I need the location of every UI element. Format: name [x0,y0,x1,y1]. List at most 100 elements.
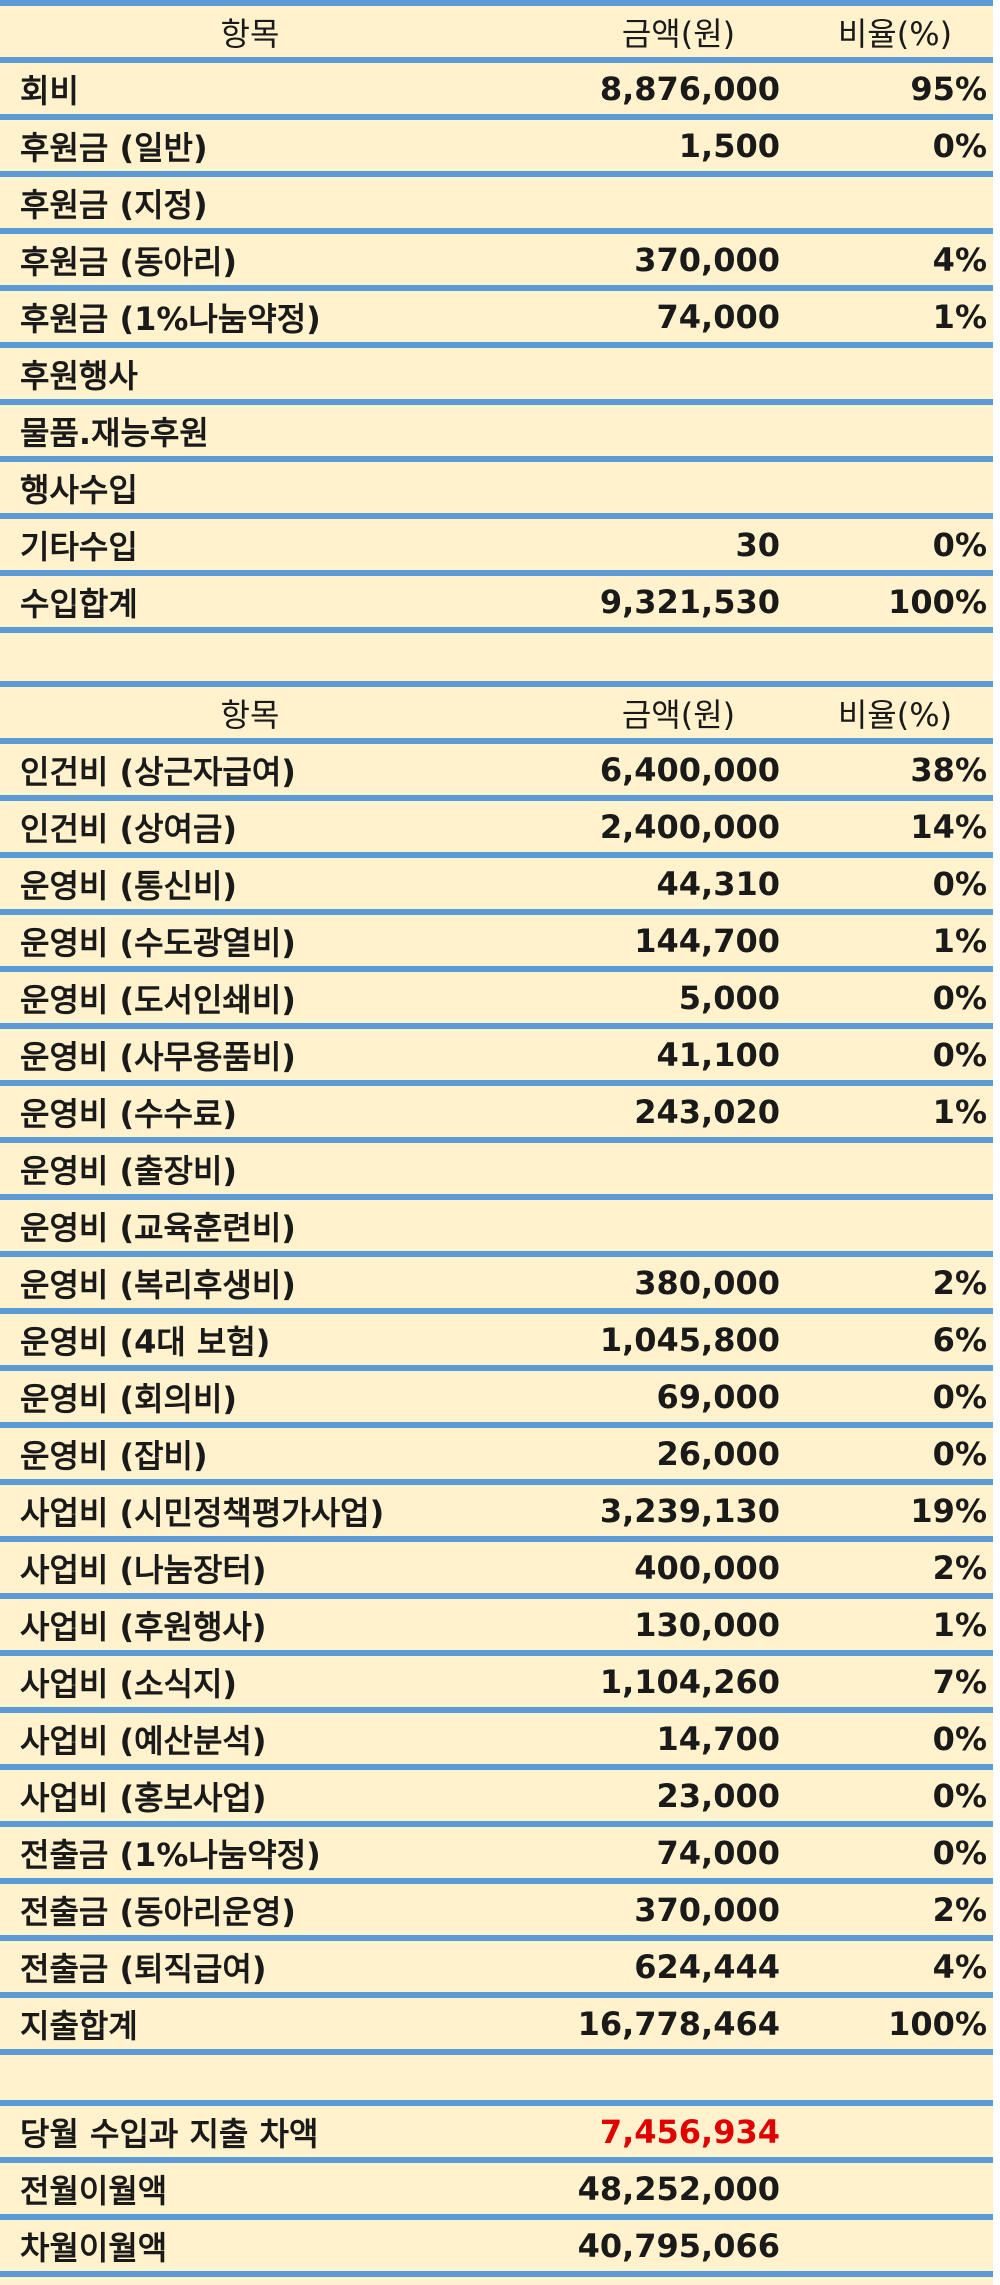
ratio-cell: 4% [797,1938,993,1998]
amount-cell: 74,000 [500,1824,797,1884]
amount-cell [500,174,797,234]
ratio-cell: 0% [797,969,993,1029]
expense-row: 운영비 (출장비) [0,1140,993,1200]
item-cell: 운영비 (출장비) [0,1140,500,1200]
item-cell: 지출합계 [0,1995,500,2055]
expense-row: 운영비 (4대 보험) 1,045,800 6% [0,1311,993,1371]
income-row: 행사수입 [0,459,993,519]
amount-cell: 380,000 [500,1254,797,1314]
amount-cell: 40,795,066 [500,2217,797,2277]
item-cell: 전출금 (1%나눔약정) [0,1824,500,1884]
expense-row: 운영비 (도서인쇄비) 5,000 0% [0,969,993,1029]
amount-cell [500,1197,797,1257]
ratio-cell: 0% [797,855,993,915]
ratio-cell: 100% [797,1995,993,2055]
ratio-cell [797,2160,993,2220]
ratio-cell: 0% [797,117,993,177]
item-cell: 행사수입 [0,459,500,519]
amount-cell: 30 [500,516,797,576]
expense-row: 사업비 (후원행사) 130,000 1% [0,1596,993,1656]
expense-row: 운영비 (수도광열비) 144,700 1% [0,912,993,972]
expense-header-row: 항목 금액(원) 비율(%) [0,681,993,744]
ratio-cell: 0% [797,1425,993,1485]
item-cell: 사업비 (예산분석) [0,1710,500,1770]
item-cell: 운영비 (사무용품비) [0,1026,500,1086]
expense-row: 인건비 (상근자급여) 6,400,000 38% [0,741,993,801]
ratio-cell: 7% [797,1653,993,1713]
expense-row: 전출금 (동아리운영) 370,000 2% [0,1881,993,1941]
item-cell: 수입합계 [0,573,500,633]
ratio-cell: 4% [797,231,993,291]
item-cell: 사업비 (소식지) [0,1653,500,1713]
expense-row: 전출금 (1%나눔약정) 74,000 0% [0,1824,993,1884]
ratio-cell: 0% [797,516,993,576]
expense-row: 사업비 (홍보사업) 23,000 0% [0,1767,993,1827]
ratio-cell: 0% [797,1824,993,1884]
item-cell: 운영비 (도서인쇄비) [0,969,500,1029]
ratio-cell: 38% [797,741,993,801]
expense-row: 사업비 (나눔장터) 400,000 2% [0,1539,993,1599]
item-cell: 전월이월액 [0,2160,500,2220]
item-cell: 인건비 (상근자급여) [0,741,500,801]
item-cell: 기타수입 [0,516,500,576]
item-cell: 사업비 (후원행사) [0,1596,500,1656]
amount-cell: 16,778,464 [500,1995,797,2055]
balance-table: 당월 수입과 지출 차액 7,456,934 전월이월액 48,252,000 차월이월… [0,2100,993,2277]
ratio-cell: 0% [797,1368,993,1428]
amount-cell: 7,456,934 [500,2100,797,2163]
amount-cell: 130,000 [500,1596,797,1656]
ratio-cell [797,402,993,462]
income-row: 후원금 (동아리) 370,000 4% [0,231,993,291]
item-cell: 후원금 (1%나눔약정) [0,288,500,348]
amount-cell: 5,000 [500,969,797,1029]
expense-row: 지출합계 16,778,464 100% [0,1995,993,2055]
amount-cell: 9,321,530 [500,573,797,633]
item-cell: 운영비 (수도광열비) [0,912,500,972]
ratio-cell: 100% [797,573,993,633]
amount-cell: 3,239,130 [500,1482,797,1542]
income-row: 후원행사 [0,345,993,405]
amount-cell: 69,000 [500,1368,797,1428]
balance-row: 차월이월액 40,795,066 [0,2217,993,2277]
header-item-cell: 항목 [0,681,500,744]
header-ratio-cell: 비율(%) [797,0,993,63]
amount-cell: 6,400,000 [500,741,797,801]
amount-cell: 41,100 [500,1026,797,1086]
ratio-cell [797,345,993,405]
amount-cell: 400,000 [500,1539,797,1599]
income-row: 수입합계 9,321,530 100% [0,573,993,633]
balance-row: 전월이월액 48,252,000 [0,2160,993,2220]
ratio-cell: 14% [797,798,993,858]
amount-cell: 624,444 [500,1938,797,1998]
income-header-row: 항목 금액(원) 비율(%) [0,0,993,63]
item-cell: 사업비 (시민정책평가사업) [0,1482,500,1542]
expense-row: 운영비 (통신비) 44,310 0% [0,855,993,915]
item-cell: 후원금 (일반) [0,117,500,177]
amount-cell [500,402,797,462]
header-item-cell: 항목 [0,0,500,63]
item-cell: 전출금 (동아리운영) [0,1881,500,1941]
item-cell: 운영비 (통신비) [0,855,500,915]
ratio-cell: 1% [797,1083,993,1143]
expense-row: 인건비 (상여금) 2,400,000 14% [0,798,993,858]
expense-row: 운영비 (수수료) 243,020 1% [0,1083,993,1143]
header-amount-cell: 금액(원) [500,0,797,63]
amount-cell: 44,310 [500,855,797,915]
item-cell: 운영비 (잡비) [0,1425,500,1485]
ratio-cell [797,2100,993,2163]
ratio-cell: 0% [797,1767,993,1827]
income-table: 항목 금액(원) 비율(%) 회비 8,876,000 95% 후원금 (일반) 1,500 0… [0,0,993,633]
expense-row: 운영비 (회의비) 69,000 0% [0,1368,993,1428]
income-row: 물품.재능후원 [0,402,993,462]
ratio-cell [797,459,993,519]
expense-row: 전출금 (퇴직급여) 624,444 4% [0,1938,993,1998]
expense-table: 항목 금액(원) 비율(%) 인건비 (상근자급여) 6,400,000 38% 인건비 (… [0,681,993,2055]
ratio-cell: 1% [797,1596,993,1656]
expense-row: 운영비 (사무용품비) 41,100 0% [0,1026,993,1086]
header-ratio-cell: 비율(%) [797,681,993,744]
item-cell: 후원금 (동아리) [0,231,500,291]
amount-cell: 23,000 [500,1767,797,1827]
expense-row: 사업비 (소식지) 1,104,260 7% [0,1653,993,1713]
item-cell: 운영비 (회의비) [0,1368,500,1428]
